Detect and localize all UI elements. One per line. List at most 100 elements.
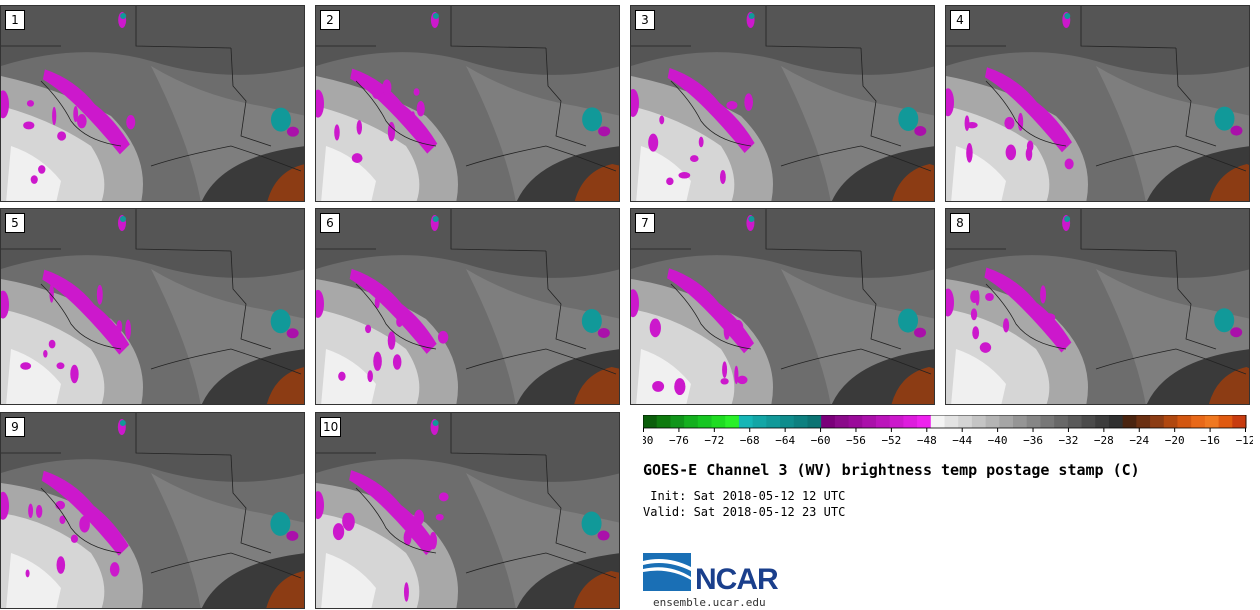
water-vapor-map <box>631 209 934 404</box>
ensemble-member-panel: 6 <box>315 208 620 405</box>
colorbar-tick-label: −24 <box>1129 434 1149 447</box>
chart-title: GOES-E Channel 3 (WV) brightness temp po… <box>643 461 1140 479</box>
colorbar-swatch <box>684 415 699 428</box>
colorbar-swatch <box>725 415 740 428</box>
colorbar-swatch <box>903 415 918 428</box>
water-vapor-map <box>946 209 1249 404</box>
ncar-logo: NCAR ensemble.ucar.edu <box>643 553 813 610</box>
colorbar-swatch <box>711 415 726 428</box>
ensemble-member-panel: 2 <box>315 5 620 202</box>
water-vapor-map <box>316 6 619 201</box>
member-number-label: 8 <box>950 213 970 233</box>
ensemble-member-panel: 3 <box>630 5 935 202</box>
colorbar-tick-label: −48 <box>917 434 937 447</box>
colorbar-swatch <box>985 415 1000 428</box>
member-number-label: 9 <box>5 417 25 437</box>
water-vapor-map <box>1 209 304 404</box>
water-vapor-map <box>1 413 304 608</box>
ncar-wordmark: NCAR <box>695 563 779 596</box>
colorbar-swatch <box>821 415 836 428</box>
ensemble-member-panel: 7 <box>630 208 935 405</box>
water-vapor-map <box>1 6 304 201</box>
colorbar-swatch <box>1013 415 1028 428</box>
colorbar-swatch <box>1191 415 1206 428</box>
water-vapor-map <box>946 6 1249 201</box>
colorbar-tick-label: −72 <box>704 434 724 447</box>
colorbar-tick-label: −12 <box>1236 434 1253 447</box>
colorbar-swatch <box>1108 415 1124 428</box>
colorbar-swatch <box>807 415 822 428</box>
member-number-label: 5 <box>5 213 25 233</box>
colorbar-swatch <box>1136 415 1151 428</box>
colorbar-swatch <box>766 415 781 428</box>
member-number-label: 3 <box>635 10 655 30</box>
colorbar-swatch <box>1067 415 1083 428</box>
colorbar-swatch <box>971 415 987 428</box>
colorbar-tick-label: −20 <box>1165 434 1185 447</box>
colorbar-tick-label: −64 <box>775 434 795 447</box>
member-number-label: 7 <box>635 213 655 233</box>
colorbar-tick-label: −40 <box>988 434 1008 447</box>
colorbar-tick-label: −68 <box>740 434 760 447</box>
ncar-swoosh-icon <box>643 553 691 591</box>
colorbar-swatch <box>917 415 932 428</box>
colorbar-tick-label: −36 <box>1023 434 1043 447</box>
colorbar-swatch <box>958 415 973 428</box>
colorbar-tick-label: −16 <box>1200 434 1220 447</box>
colorbar-swatch <box>862 415 877 428</box>
colorbar-swatch <box>1232 415 1247 428</box>
water-vapor-map <box>316 413 619 608</box>
ensemble-member-panel: 1 <box>0 5 305 202</box>
ensemble-member-panel: 5 <box>0 208 305 405</box>
member-number-label: 4 <box>950 10 970 30</box>
colorbar-swatch <box>780 415 795 428</box>
colorbar-swatch <box>875 415 891 428</box>
colorbar-swatch <box>793 415 808 428</box>
colorbar-swatch <box>643 415 658 428</box>
colorbar-swatch <box>930 415 945 428</box>
colorbar-tick-label: −52 <box>881 434 901 447</box>
colorbar-swatch <box>1095 415 1110 428</box>
member-number-label: 6 <box>320 213 340 233</box>
colorbar-swatch <box>697 415 713 428</box>
colorbar-swatch <box>1150 415 1165 428</box>
ensemble-member-panel: 4 <box>945 5 1250 202</box>
colorbar-swatch <box>752 415 767 428</box>
member-number-label: 1 <box>5 10 25 30</box>
colorbar-swatch <box>999 415 1014 428</box>
colorbar-swatch <box>1204 415 1220 428</box>
colorbar-swatch <box>738 415 754 428</box>
colorbar-swatch <box>1081 415 1096 428</box>
colorbar-swatch <box>1026 415 1041 428</box>
water-vapor-map <box>316 209 619 404</box>
ensemble-url[interactable]: ensemble.ucar.edu <box>653 596 766 609</box>
colorbar: −80 −76 −72 −68 −64 −60 −56 −52 −48 −44 −40 −36 −32 −… <box>643 415 1253 447</box>
valid-time: Valid: Sat 2018-05-12 23 UTC <box>643 505 846 519</box>
member-number-label: 10 <box>320 417 342 437</box>
colorbar-swatch <box>1122 415 1137 428</box>
colorbar-tick-label: −28 <box>1094 434 1114 447</box>
colorbar-tick-label: −32 <box>1059 434 1079 447</box>
colorbar-tick-label: −60 <box>811 434 831 447</box>
ensemble-member-panel: 10 <box>315 412 620 609</box>
ensemble-member-panel: 9 <box>0 412 305 609</box>
colorbar-swatch <box>1054 415 1069 428</box>
colorbar-tick-label: −56 <box>846 434 866 447</box>
init-time: Init: Sat 2018-05-12 12 UTC <box>643 489 846 503</box>
colorbar-swatch <box>656 415 671 428</box>
colorbar-swatch <box>670 415 685 428</box>
colorbar-swatch <box>848 415 863 428</box>
colorbar-tick-label: −44 <box>952 434 972 447</box>
colorbar-swatch <box>1163 415 1178 428</box>
colorbar-swatch <box>1218 415 1233 428</box>
water-vapor-map <box>631 6 934 201</box>
colorbar-swatch <box>1177 415 1192 428</box>
colorbar-tick-label: −80 <box>643 434 653 447</box>
colorbar-tick-label: −76 <box>669 434 689 447</box>
colorbar-swatch <box>944 415 959 428</box>
colorbar-swatch <box>834 415 850 428</box>
colorbar-swatch <box>1040 415 1055 428</box>
member-number-label: 2 <box>320 10 340 30</box>
ensemble-member-panel: 8 <box>945 208 1250 405</box>
colorbar-swatch <box>889 415 904 428</box>
